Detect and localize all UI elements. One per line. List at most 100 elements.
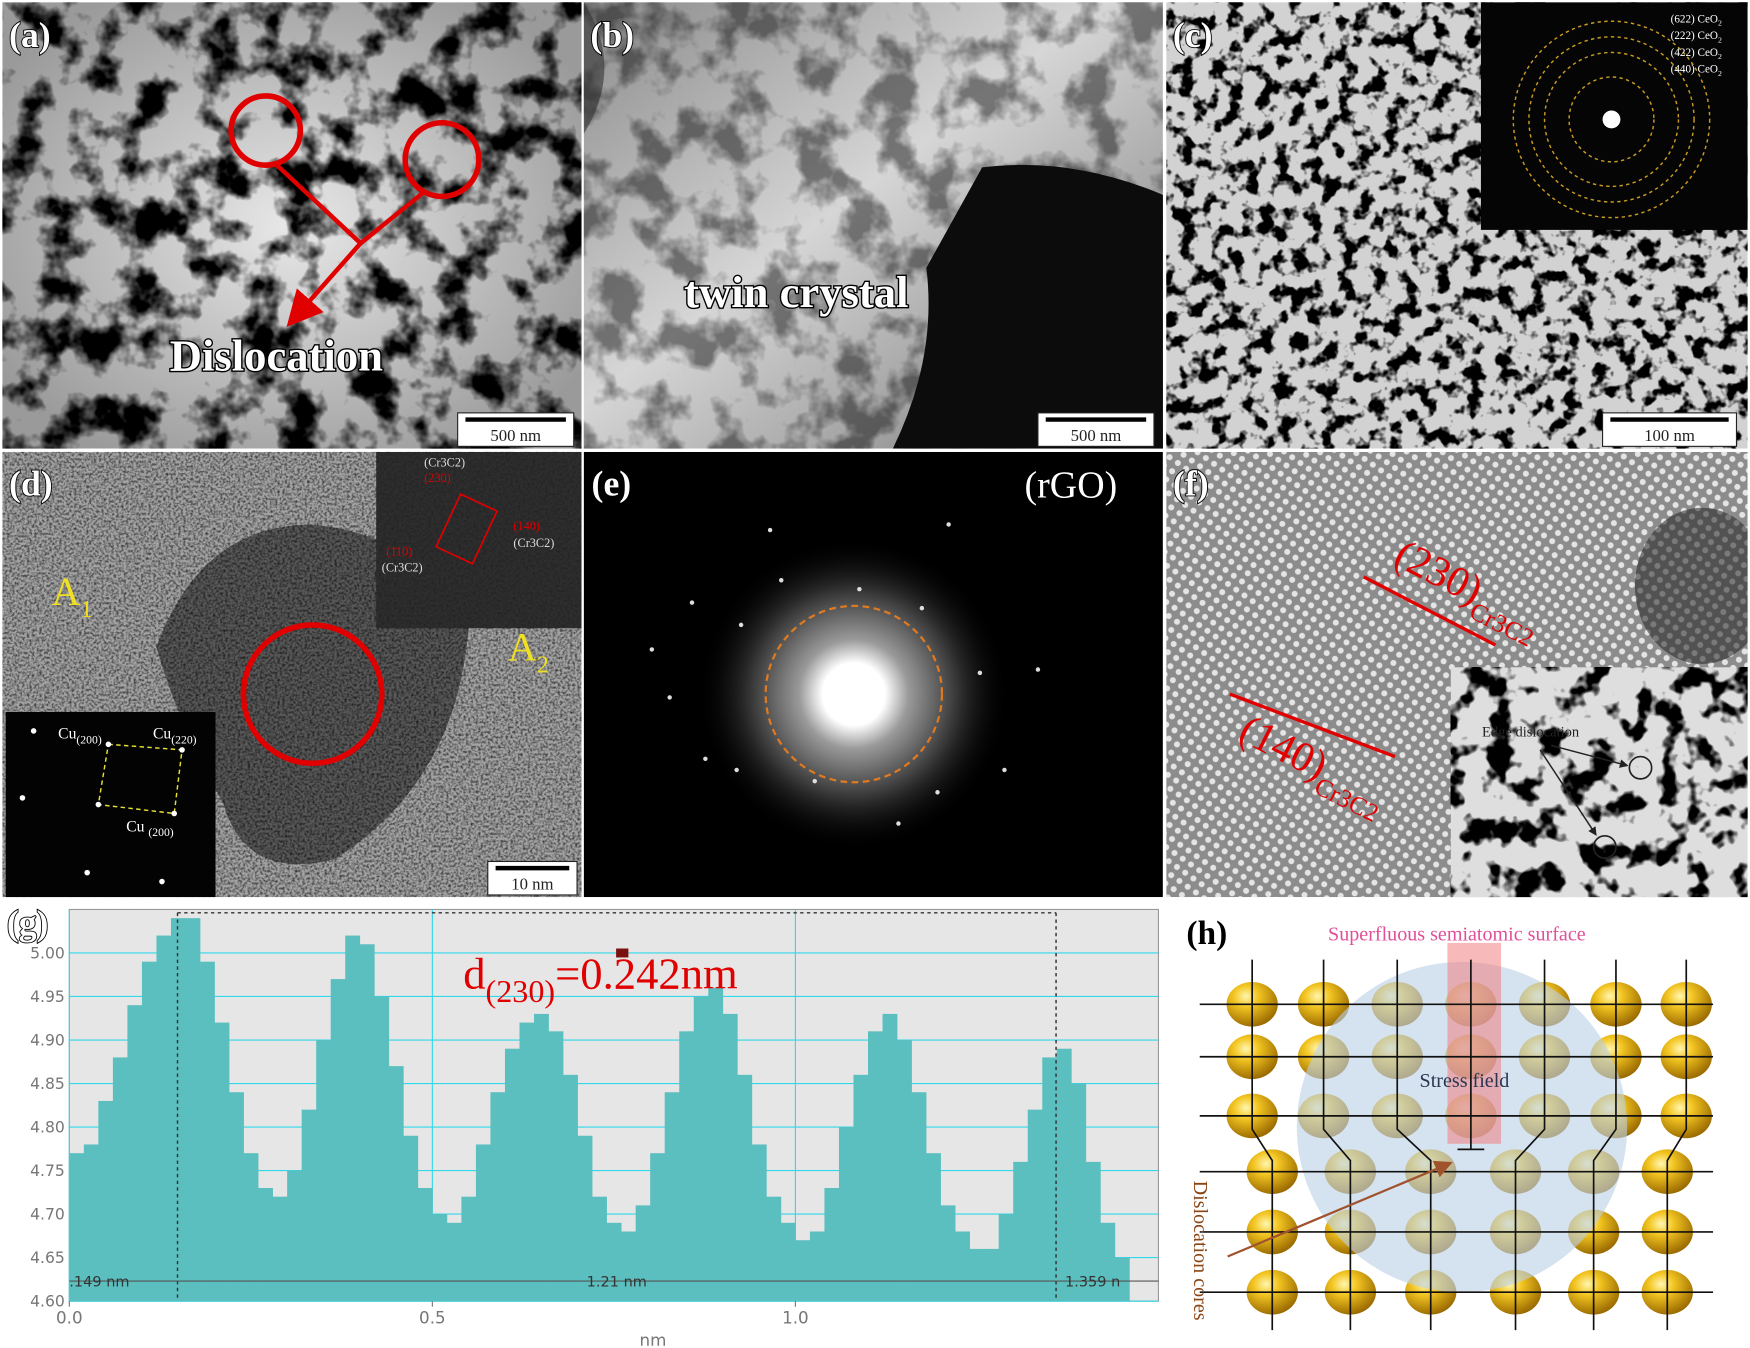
bar: [98, 1100, 114, 1302]
ring-label: (440) CeO2: [1671, 64, 1722, 78]
lattice-line: [1322, 959, 1352, 1331]
diffraction-spot: [649, 647, 655, 652]
panel-label: (c): [1173, 15, 1213, 55]
span-label: 1.359 n: [1065, 1275, 1120, 1291]
annotation: (rGO): [1025, 465, 1118, 507]
bar: [926, 1153, 941, 1302]
panel-label: (d): [9, 463, 53, 503]
diffraction-spot: [946, 522, 951, 527]
text-sub: 2: [1718, 35, 1722, 44]
panel-g: 4.60 4.65 4.70 4.75 4.80 4.85 4.90 4.95 5.00 0.0 0…: [2, 901, 1161, 1348]
span-label: .149 nm: [69, 1275, 129, 1291]
extra-half-plane: [1447, 942, 1502, 1144]
panel-e-content: (rGO) (e): [583, 451, 1163, 898]
text-sub: (200): [76, 733, 101, 746]
bar: [156, 935, 172, 1302]
lattice-line: [1592, 959, 1617, 1331]
diffraction-spot: [667, 695, 672, 700]
unit-cell: [97, 743, 183, 815]
bar: [679, 1031, 695, 1302]
bar: [243, 1153, 259, 1302]
panel-d-content: (Cr3C2)(230)(140)(Cr3C2)(1̄10)(Cr3C2)Cu(…: [2, 451, 582, 898]
text-main: A: [51, 569, 80, 614]
bar: [170, 918, 186, 1302]
bar: [1056, 1048, 1072, 1302]
tem-inset-texture: [1450, 667, 1748, 898]
bar: [838, 1127, 854, 1302]
diffraction-spot: [896, 821, 901, 826]
bar: [708, 987, 724, 1302]
panel-label: (f): [1173, 463, 1209, 503]
bar: [1071, 1083, 1087, 1302]
pointer-arrow: [1551, 744, 1629, 768]
text-main: (440) CeO: [1671, 64, 1718, 76]
lattice-line: [1666, 959, 1688, 1331]
bar: [301, 1109, 317, 1302]
bar: [388, 1066, 404, 1302]
bar: [911, 1092, 927, 1302]
inset-label: Edge dislocation: [1482, 724, 1580, 740]
text-sub: 2: [537, 653, 549, 679]
diffraction-spot: [171, 810, 178, 817]
highlight-circle: [240, 622, 385, 767]
center-spot: [831, 671, 877, 717]
scale-bar-label: 100 nm: [1644, 426, 1695, 445]
y-tick-label: 4.85: [30, 1075, 65, 1093]
bar: [345, 935, 361, 1302]
text-main: (422) CeO: [1671, 47, 1718, 59]
pointer-arrow: [1539, 749, 1597, 836]
bar: [214, 1022, 230, 1302]
bar: [403, 1135, 419, 1302]
bar: [374, 996, 390, 1302]
panel-g-content: 4.60 4.65 4.70 4.75 4.80 4.85 4.90 4.95 5.00 0.0 0…: [2, 901, 1161, 1348]
bar: [446, 1222, 462, 1302]
panel-h-content: Superfluous semiatomic surface Stress fie…: [1164, 901, 1748, 1346]
diffraction-ring: [1512, 20, 1711, 219]
bar: [1027, 1109, 1043, 1302]
annotation: twin crystal: [684, 267, 908, 317]
panel-label: (g): [7, 903, 49, 943]
bar: [359, 944, 375, 1302]
bar: [780, 1222, 796, 1302]
bar: [1013, 1161, 1029, 1302]
diffraction-spot: [105, 741, 112, 748]
bar: [1114, 1257, 1130, 1302]
diffraction-spot: [95, 801, 102, 808]
text-main: Cu: [58, 726, 76, 743]
bar: [461, 1196, 477, 1302]
region-label: A1: [51, 569, 92, 623]
bar: [664, 1092, 680, 1302]
bar: [504, 1048, 520, 1302]
x-axis-label: nm: [639, 1330, 666, 1348]
panel-a: Dislocation 500 nm (a): [2, 2, 582, 449]
panel-label: (a): [9, 15, 51, 55]
ring-label: (622) CeO2: [1671, 13, 1722, 27]
y-tick-label: 4.90: [30, 1032, 65, 1050]
region-label: A2: [508, 625, 549, 679]
y-tick-label: 4.75: [30, 1162, 65, 1180]
cu-label: Cu(220): [153, 726, 197, 747]
text-main: Cu: [126, 818, 148, 835]
x-tick-label: 0.5: [419, 1307, 446, 1327]
diffraction-spot: [19, 795, 26, 801]
diffraction-spot: [703, 756, 708, 762]
y-tick-label: 4.60: [30, 1293, 65, 1311]
bar: [635, 1205, 651, 1302]
bar: [621, 1231, 636, 1302]
y-tick-label: 4.95: [30, 988, 65, 1006]
annotation: Superfluous semiatomic surface: [1328, 924, 1586, 946]
bar: [737, 1074, 753, 1302]
diffraction-spot: [767, 527, 773, 533]
scale-bar-label: 500 nm: [490, 426, 541, 445]
text-main: (222) CeO: [1671, 30, 1718, 42]
text-main: =0.242nm: [555, 949, 738, 999]
cu-label: Cu(200): [58, 726, 102, 747]
annotation: d(230)=0.242nm: [463, 949, 738, 1009]
panel-label: (e): [592, 463, 632, 503]
bar: [287, 1170, 303, 1302]
bar: [1042, 1057, 1058, 1302]
dark-grain: [892, 164, 1163, 449]
